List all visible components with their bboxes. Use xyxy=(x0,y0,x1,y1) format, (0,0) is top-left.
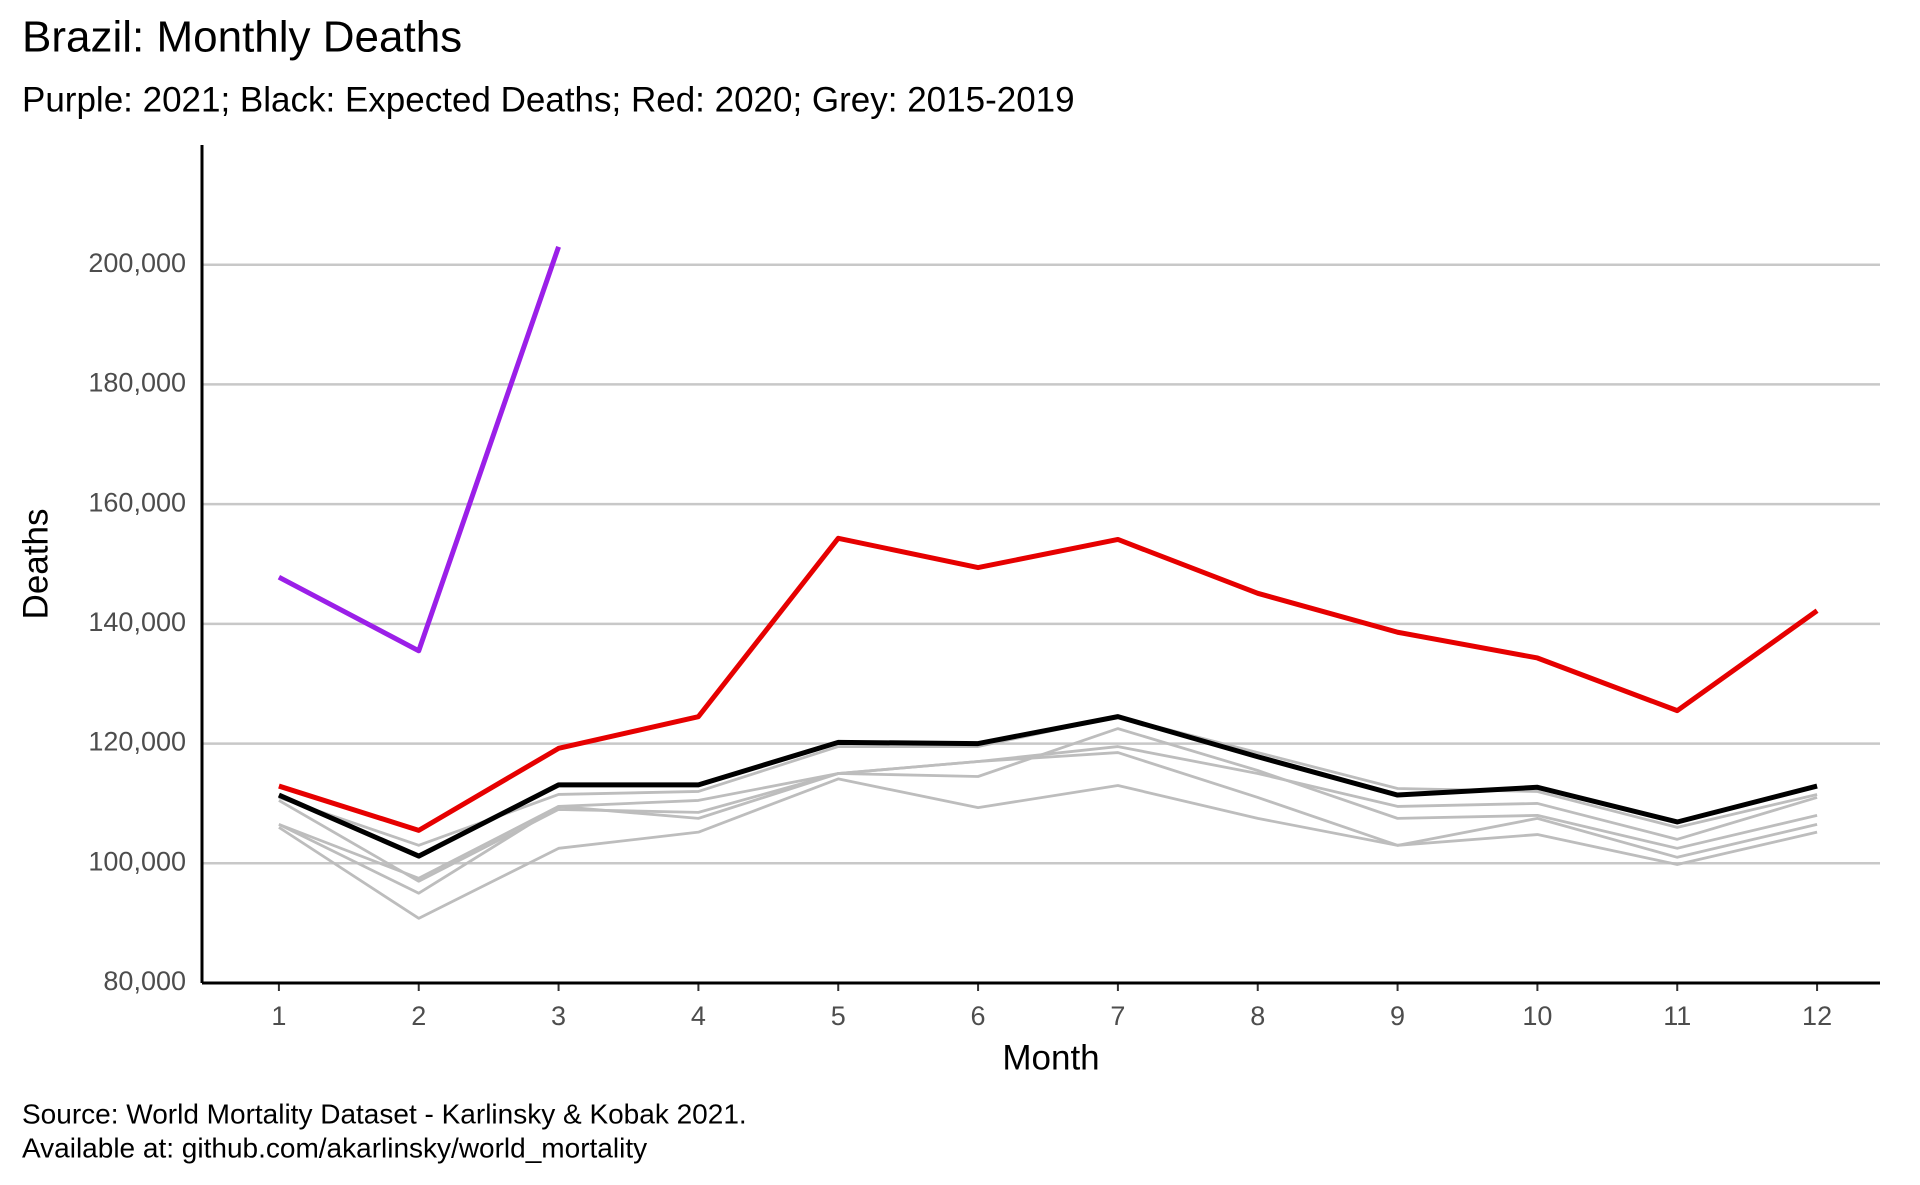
y-tick-label: 160,000 xyxy=(88,487,186,517)
y-tick-label: 120,000 xyxy=(88,727,186,757)
series-line xyxy=(277,714,1818,859)
x-tick-label: 6 xyxy=(971,1001,986,1031)
x-tick-label: 8 xyxy=(1250,1001,1265,1031)
x-tick-label: 1 xyxy=(271,1001,286,1031)
x-tick-label: 5 xyxy=(831,1001,846,1031)
x-tick-label: 2 xyxy=(411,1001,426,1031)
y-tick-label: 80,000 xyxy=(103,966,186,996)
x-tick-label: 3 xyxy=(551,1001,566,1031)
series-line xyxy=(278,727,1818,883)
series-line xyxy=(278,777,1818,920)
chart-title: Brazil: Monthly Deaths xyxy=(22,13,462,62)
y-tick-label: 100,000 xyxy=(88,846,186,876)
x-tick-label: 7 xyxy=(1110,1001,1125,1031)
y-tick-label: 180,000 xyxy=(88,368,186,398)
series-line xyxy=(278,745,1818,880)
x-tick-label: 11 xyxy=(1663,1001,1691,1031)
y-tick-label: 140,000 xyxy=(88,607,186,637)
series-line xyxy=(277,245,561,654)
caption: Available at: github.com/akarlinsky/worl… xyxy=(22,1132,647,1163)
y-tick-label: 200,000 xyxy=(88,248,186,278)
x-tick-label: 12 xyxy=(1802,1001,1832,1031)
series-line xyxy=(278,535,1819,833)
x-tick-label: 9 xyxy=(1390,1001,1405,1031)
x-tick-label: 4 xyxy=(691,1001,706,1031)
x-axis-title: Month xyxy=(1002,1038,1099,1077)
caption: Source: World Mortality Dataset - Karlin… xyxy=(22,1098,747,1129)
y-axis-title: Deaths xyxy=(16,509,55,620)
x-tick-label: 10 xyxy=(1522,1001,1552,1031)
chart-subtitle: Purple: 2021; Black: Expected Deaths; Re… xyxy=(22,80,1075,119)
